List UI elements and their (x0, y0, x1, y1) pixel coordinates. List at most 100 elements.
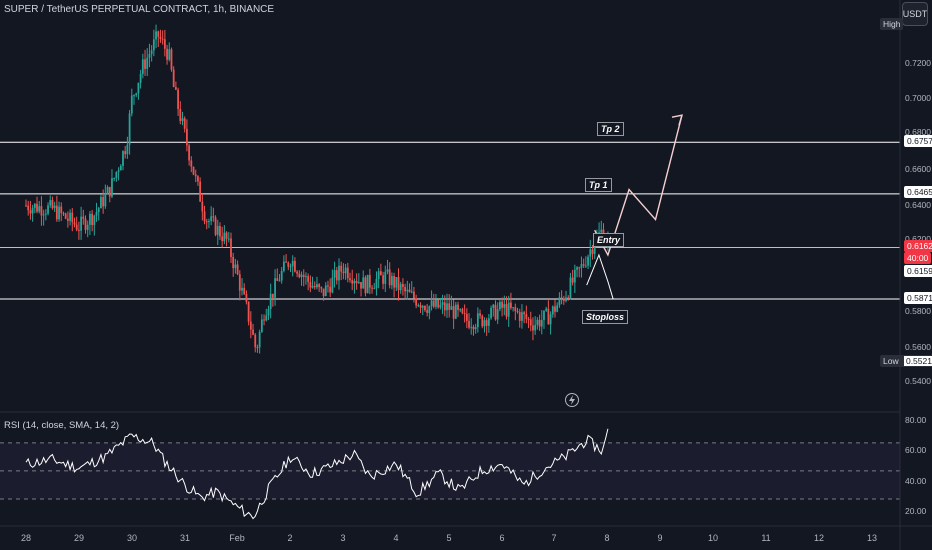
candle-body (102, 196, 105, 207)
candle-body (144, 59, 146, 69)
candle-body (551, 306, 554, 315)
candle-body (130, 95, 133, 114)
candle-body (322, 288, 325, 297)
candle-body (591, 249, 594, 254)
candle-body (437, 299, 440, 308)
candle-body (188, 145, 191, 161)
candle-body (201, 201, 204, 212)
candle-body (353, 281, 356, 284)
candle-body (565, 297, 567, 301)
candle-body (413, 291, 415, 299)
candle-body (454, 304, 457, 319)
candle-body (600, 229, 603, 233)
candle-body (192, 166, 195, 175)
candle-body (232, 256, 235, 269)
y-tick-label: 0.6600 (905, 164, 931, 174)
candle-body (578, 267, 581, 269)
x-tick-label: 8 (604, 533, 610, 543)
candle-body (55, 205, 58, 220)
tp2-annotation[interactable]: Tp 2 (597, 122, 624, 136)
candle-body (258, 331, 261, 348)
candle-body (128, 113, 131, 145)
candle-body (80, 216, 83, 231)
candle-body (450, 306, 453, 310)
candle-body (126, 144, 129, 155)
stoploss-annotation[interactable]: Stoploss (582, 310, 629, 324)
candle-body (124, 151, 127, 155)
y-tick-label: 0.5800 (905, 306, 931, 316)
candle-body (155, 31, 157, 40)
candle-body (254, 334, 257, 348)
candle-body (481, 315, 484, 327)
x-tick-label: 9 (657, 533, 663, 543)
candle-body (31, 207, 34, 214)
candle-body (470, 326, 473, 328)
candle-body (252, 329, 254, 335)
candle-body (249, 321, 252, 330)
candle-body (514, 307, 517, 312)
candle-body (285, 261, 287, 263)
candle-body (205, 221, 208, 223)
projection-arrowhead (671, 114, 683, 126)
countdown-label: 40:00 (904, 252, 932, 264)
candle-body (375, 278, 378, 289)
candle-body (294, 260, 296, 272)
y-tick-label: 0.7200 (905, 58, 931, 68)
tp2-price-label: 0.6757 (904, 135, 932, 147)
candle-body (62, 213, 65, 215)
candle-body (386, 269, 389, 272)
candle-body (501, 301, 503, 308)
candle-body (320, 287, 323, 289)
candle-body (97, 208, 100, 213)
candle-body (51, 200, 54, 209)
x-tick-label: 7 (551, 533, 557, 543)
tp1-annotation[interactable]: Tp 1 (585, 178, 612, 192)
candle-body (446, 303, 448, 311)
candle-body (172, 69, 175, 88)
candle-body (247, 301, 250, 322)
candle-body (505, 304, 508, 317)
candle-body (111, 178, 113, 197)
candle-body (84, 218, 87, 230)
candle-body (236, 264, 239, 275)
currency-button[interactable]: USDT (902, 2, 928, 26)
candle-body (452, 306, 455, 319)
candle-body (435, 299, 437, 307)
candle-body (430, 300, 433, 307)
candle-body (108, 187, 111, 197)
x-tick-label: 11 (761, 533, 771, 543)
candle-body (104, 193, 107, 207)
candle-body (516, 311, 519, 313)
candle-body (212, 216, 215, 218)
candle-body (410, 291, 413, 293)
candle-body (523, 312, 526, 315)
candle-body (146, 57, 149, 69)
candle-body (33, 203, 36, 208)
candle-body (300, 274, 303, 278)
x-tick-label: 4 (393, 533, 399, 543)
lightning-icon (565, 393, 579, 407)
entry-annotation[interactable]: Entry (593, 233, 625, 247)
candle-body (415, 298, 418, 306)
candle-body (197, 176, 199, 182)
candle-body (29, 210, 32, 214)
candle-body (305, 276, 307, 278)
candle-body (357, 282, 360, 284)
rsi-label: RSI (14, close, SMA, 14, 2) (4, 420, 120, 431)
candle-body (331, 277, 334, 293)
candle-body (199, 181, 202, 202)
candle-body (168, 49, 171, 60)
y-tick-label: 0.6200 (905, 234, 931, 244)
low-badge: Low 0.5521 (880, 355, 932, 367)
candle-body (263, 319, 265, 321)
y-tick-label: 0.5400 (905, 376, 931, 386)
candle-body (307, 276, 310, 282)
candle-body (256, 347, 259, 349)
candle-body (282, 261, 285, 271)
rsi-line (25, 428, 609, 520)
candle-body (426, 310, 429, 313)
candle-body (157, 31, 160, 37)
candle-body (457, 304, 459, 310)
